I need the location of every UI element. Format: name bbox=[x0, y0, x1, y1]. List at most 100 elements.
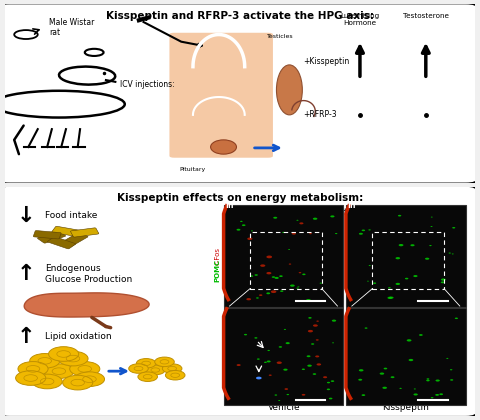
Circle shape bbox=[431, 226, 432, 227]
Circle shape bbox=[405, 278, 408, 279]
Text: Kisspeptin effects on energy metabolism:: Kisspeptin effects on energy metabolism: bbox=[117, 193, 363, 202]
Circle shape bbox=[145, 365, 165, 375]
Circle shape bbox=[162, 364, 182, 373]
Circle shape bbox=[396, 283, 400, 285]
Circle shape bbox=[257, 358, 260, 360]
FancyBboxPatch shape bbox=[52, 226, 80, 236]
Circle shape bbox=[285, 388, 288, 390]
Circle shape bbox=[332, 342, 334, 343]
Circle shape bbox=[335, 233, 337, 234]
Circle shape bbox=[279, 346, 282, 348]
Text: Endogenous
Glucose Production: Endogenous Glucose Production bbox=[45, 264, 132, 284]
Circle shape bbox=[384, 368, 387, 370]
Circle shape bbox=[70, 362, 100, 376]
Circle shape bbox=[331, 380, 334, 382]
Circle shape bbox=[426, 380, 430, 381]
Circle shape bbox=[309, 233, 312, 234]
Circle shape bbox=[246, 298, 251, 300]
Circle shape bbox=[74, 372, 105, 386]
Ellipse shape bbox=[211, 140, 237, 154]
Text: III: III bbox=[347, 200, 356, 210]
Circle shape bbox=[410, 244, 415, 246]
Text: Male Wistar
rat: Male Wistar rat bbox=[49, 18, 95, 37]
Circle shape bbox=[129, 364, 148, 373]
Circle shape bbox=[327, 388, 330, 390]
Circle shape bbox=[299, 272, 301, 273]
Circle shape bbox=[307, 355, 311, 357]
FancyBboxPatch shape bbox=[224, 205, 344, 307]
Circle shape bbox=[413, 275, 418, 277]
Circle shape bbox=[450, 379, 453, 381]
Circle shape bbox=[365, 327, 368, 329]
Circle shape bbox=[368, 229, 371, 231]
Circle shape bbox=[32, 374, 62, 389]
Circle shape bbox=[300, 222, 303, 224]
Circle shape bbox=[373, 282, 376, 284]
Circle shape bbox=[361, 394, 365, 396]
Circle shape bbox=[425, 258, 429, 260]
Circle shape bbox=[18, 362, 48, 376]
Circle shape bbox=[283, 369, 288, 371]
Circle shape bbox=[266, 272, 271, 274]
Circle shape bbox=[320, 283, 322, 284]
Circle shape bbox=[427, 378, 429, 380]
Circle shape bbox=[276, 362, 282, 364]
Ellipse shape bbox=[276, 65, 302, 115]
Circle shape bbox=[358, 379, 362, 381]
Circle shape bbox=[296, 288, 299, 289]
Circle shape bbox=[391, 376, 395, 378]
Circle shape bbox=[30, 354, 60, 368]
Circle shape bbox=[254, 274, 258, 276]
Circle shape bbox=[317, 363, 321, 365]
Circle shape bbox=[441, 278, 446, 281]
Circle shape bbox=[307, 365, 312, 367]
FancyBboxPatch shape bbox=[71, 228, 99, 237]
Text: Kisspeptin and RFRP-3 activate the HPG axis:: Kisspeptin and RFRP-3 activate the HPG a… bbox=[106, 11, 374, 21]
Circle shape bbox=[279, 275, 283, 277]
Circle shape bbox=[452, 254, 454, 255]
Circle shape bbox=[313, 324, 318, 327]
Circle shape bbox=[389, 297, 394, 299]
Text: POMC: POMC bbox=[215, 259, 220, 282]
Circle shape bbox=[413, 394, 418, 396]
Text: Luteinising
Hormone: Luteinising Hormone bbox=[340, 13, 380, 26]
Circle shape bbox=[272, 276, 275, 278]
Circle shape bbox=[278, 400, 280, 401]
Circle shape bbox=[292, 233, 296, 235]
FancyBboxPatch shape bbox=[33, 231, 61, 239]
FancyBboxPatch shape bbox=[346, 308, 466, 405]
Circle shape bbox=[282, 232, 285, 233]
Circle shape bbox=[445, 399, 449, 401]
Circle shape bbox=[237, 364, 240, 366]
Circle shape bbox=[136, 359, 156, 368]
Text: immunoreactivity: immunoreactivity bbox=[275, 207, 371, 218]
Circle shape bbox=[435, 394, 439, 396]
Circle shape bbox=[302, 273, 306, 275]
Text: c-Fos: c-Fos bbox=[215, 247, 220, 265]
Text: Lipid oxidation: Lipid oxidation bbox=[45, 332, 111, 341]
Circle shape bbox=[455, 318, 458, 319]
Circle shape bbox=[273, 217, 277, 219]
Circle shape bbox=[266, 255, 272, 258]
Circle shape bbox=[359, 233, 363, 235]
Circle shape bbox=[240, 221, 243, 222]
FancyBboxPatch shape bbox=[0, 3, 478, 184]
Circle shape bbox=[267, 350, 270, 351]
Text: +Kisspeptin: +Kisspeptin bbox=[303, 57, 350, 66]
Circle shape bbox=[450, 369, 452, 370]
Circle shape bbox=[242, 224, 245, 226]
Text: POMC: POMC bbox=[240, 207, 275, 218]
Circle shape bbox=[414, 388, 416, 389]
FancyBboxPatch shape bbox=[0, 186, 478, 417]
Circle shape bbox=[297, 220, 299, 221]
Circle shape bbox=[452, 227, 456, 228]
Polygon shape bbox=[24, 293, 149, 317]
Circle shape bbox=[316, 320, 319, 322]
Circle shape bbox=[323, 376, 327, 378]
Circle shape bbox=[308, 317, 312, 319]
Circle shape bbox=[431, 397, 433, 398]
Text: Testicles: Testicles bbox=[267, 34, 293, 39]
Circle shape bbox=[237, 229, 240, 231]
Text: ↑: ↑ bbox=[16, 264, 35, 284]
Circle shape bbox=[407, 339, 411, 341]
